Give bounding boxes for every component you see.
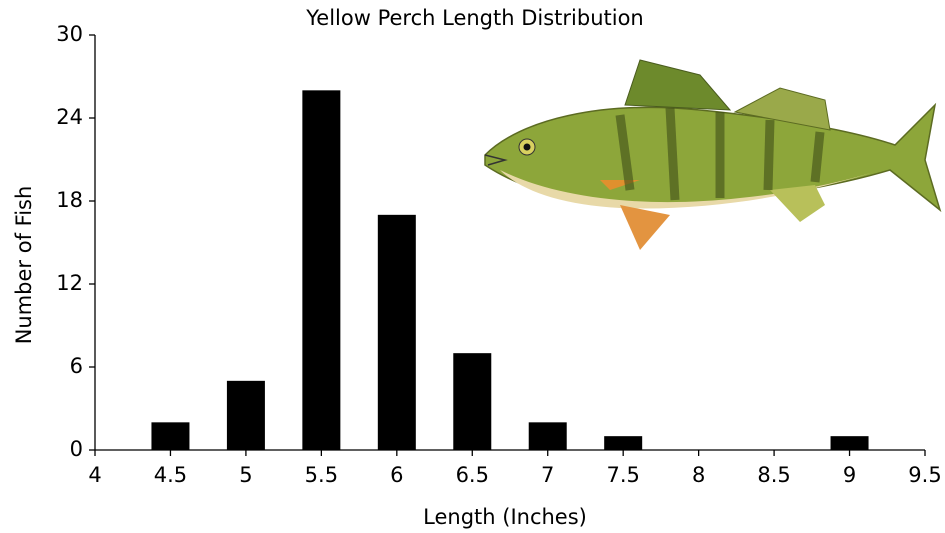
bar — [830, 436, 869, 450]
x-tick-label: 7 — [541, 463, 554, 487]
bar — [453, 353, 492, 450]
y-axis-label: Number of Fish — [12, 186, 36, 345]
chart-title: Yellow Perch Length Distribution — [305, 6, 644, 30]
y-tick-label: 24 — [56, 105, 83, 129]
x-tick-label: 7.5 — [606, 463, 639, 487]
bar — [302, 90, 341, 450]
bar — [226, 380, 265, 450]
y-tick-label: 0 — [70, 437, 83, 461]
bar — [151, 422, 190, 450]
x-tick-label: 5 — [239, 463, 252, 487]
x-tick-label: 6 — [390, 463, 403, 487]
y-tick-label: 12 — [56, 271, 83, 295]
y-tick-label: 18 — [56, 188, 83, 212]
fish-illustration — [484, 59, 942, 250]
x-tick-label: 8 — [692, 463, 705, 487]
x-axis-label: Length (Inches) — [423, 505, 587, 529]
x-tick-label: 5.5 — [305, 463, 338, 487]
bar — [604, 436, 643, 450]
x-tick-label: 8.5 — [757, 463, 790, 487]
x-tick-label: 9 — [843, 463, 856, 487]
x-tick-label: 4 — [88, 463, 101, 487]
y-tick-label: 6 — [70, 354, 83, 378]
x-tick-label: 4.5 — [154, 463, 187, 487]
bar — [377, 214, 416, 450]
bar — [528, 422, 567, 450]
y-tick-label: 30 — [56, 22, 83, 46]
x-tick-label: 6.5 — [456, 463, 489, 487]
x-tick-label: 9.5 — [908, 463, 941, 487]
